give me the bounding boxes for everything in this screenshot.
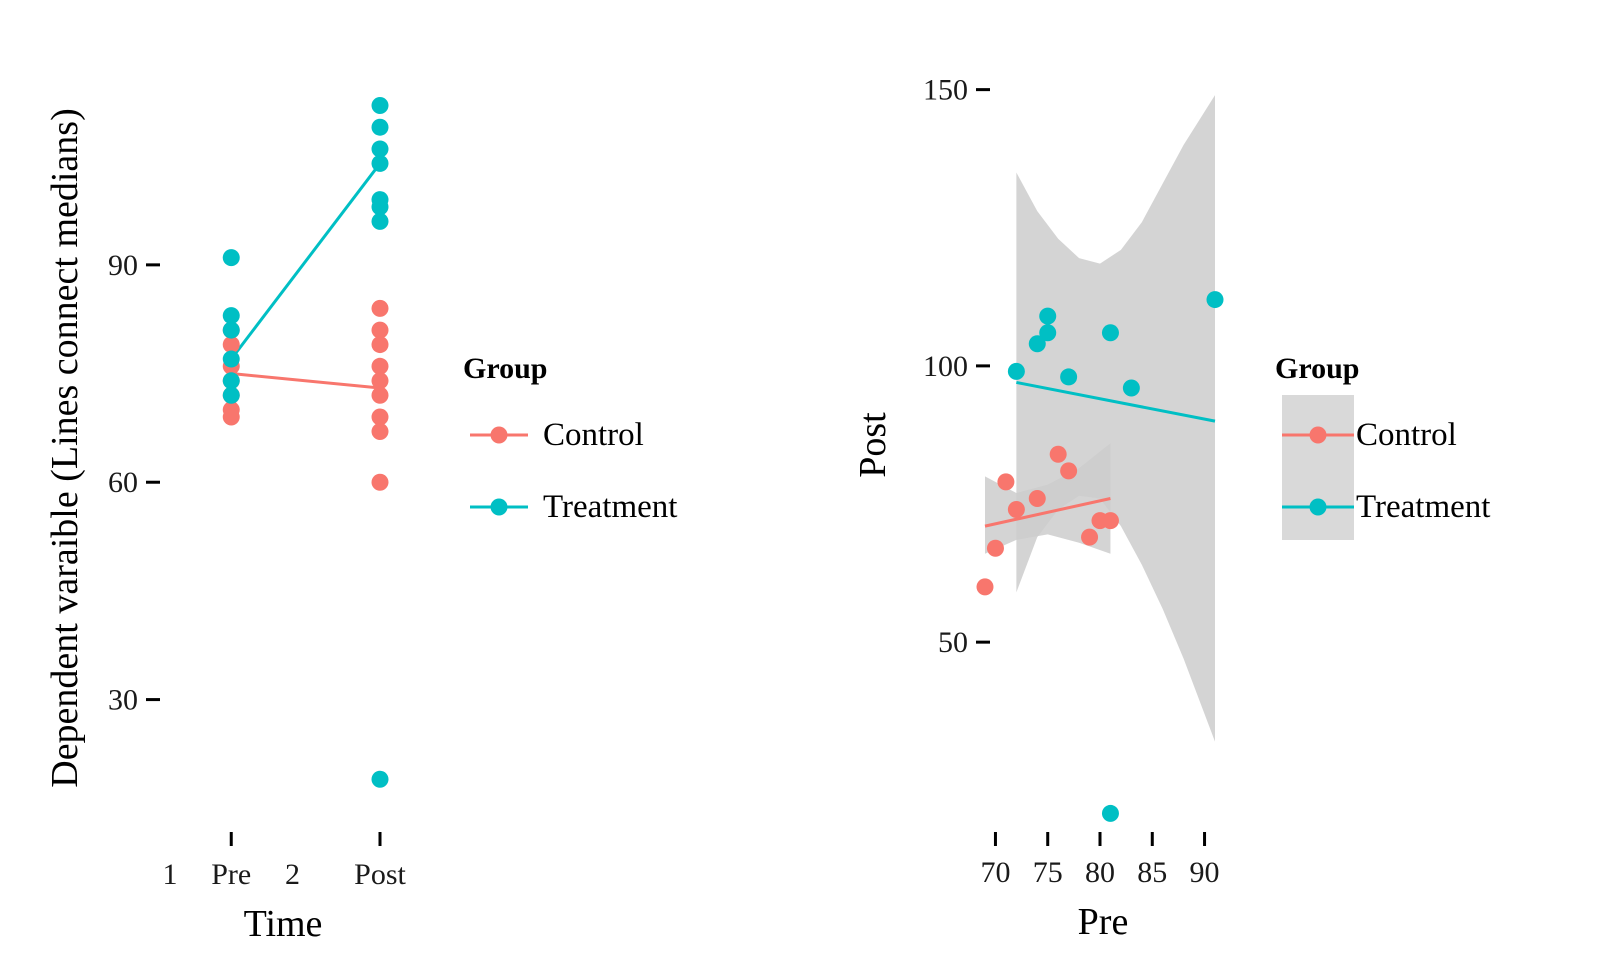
right-x-tick-label-70: 70 (980, 856, 1010, 889)
legend-key-dot-control (490, 426, 508, 444)
left-legend: Group Control Treatment (463, 352, 677, 525)
treatment-point-7 (371, 118, 389, 136)
treatment-point-2 (222, 321, 240, 339)
right-legend-key-dot-treatment (1309, 498, 1327, 516)
treatment-point-12 (371, 212, 389, 230)
left-median-lines (230, 162, 382, 390)
right-treatment-point-6 (1122, 379, 1140, 397)
control-point-7 (371, 299, 389, 317)
control-point-15 (371, 473, 389, 491)
left-legend-label-control: Control (543, 417, 644, 453)
right-y-tick-label-50: 50 (938, 626, 968, 659)
right-treatment-point-5 (1101, 324, 1119, 342)
median-line-control (231, 372, 381, 390)
right-legend: Group Control Treatment (1275, 352, 1490, 540)
control-point-1 (222, 336, 240, 354)
right-control-point-5 (1049, 445, 1067, 463)
panel-right: 50 100 150 70 75 80 85 90 Pre Post Group Contr… (852, 74, 1490, 943)
right-x-tick-label-80: 80 (1085, 856, 1115, 889)
ribbon-treatment (1016, 95, 1215, 742)
right-control-point-6 (1060, 462, 1078, 480)
treatment-point-13 (371, 770, 389, 788)
fit-line-control (984, 497, 1111, 528)
right-control-point-7 (1081, 528, 1099, 546)
left-y-axis-title: Dependent varaible (Lines connect median… (44, 108, 86, 788)
legend-key-dot-treatment (490, 498, 508, 516)
y-tick-label-90: 90 (108, 249, 138, 282)
right-control-point-3 (1007, 501, 1025, 519)
control-point-13 (371, 408, 389, 426)
x-tick-label-2: 2 (285, 858, 300, 891)
right-legend-label-treatment: Treatment (1356, 489, 1490, 525)
right-treatment-point-8 (1101, 804, 1119, 822)
fit-line-treatment (1016, 380, 1216, 423)
control-point-14 (371, 423, 389, 441)
treatment-point-5 (222, 386, 240, 404)
left-points (222, 96, 389, 788)
right-control-point-9 (1101, 512, 1119, 530)
right-legend-keys (1282, 395, 1354, 540)
left-legend-label-treatment: Treatment (543, 489, 677, 525)
right-x-tick-label-85: 85 (1137, 856, 1167, 889)
left-legend-keys (470, 426, 528, 516)
left-legend-title: Group (463, 352, 547, 385)
median-line-treatment (230, 162, 382, 360)
right-control-point-1 (986, 539, 1004, 557)
control-point-8 (371, 321, 389, 339)
right-y-axis-title: Post (852, 412, 894, 478)
left-x-axis-title: Time (244, 903, 323, 945)
control-point-10 (371, 357, 389, 375)
right-treatment-point-2 (1039, 307, 1057, 325)
right-x-tick-label-75: 75 (1033, 856, 1063, 889)
panel-left: 30 60 90 1 Pre 2 Post Time Dependent varaible… (44, 96, 677, 945)
right-treatment-point-1 (1028, 335, 1046, 353)
right-points (976, 291, 1224, 822)
right-control-point-4 (1028, 489, 1046, 507)
right-x-tick-label-90: 90 (1190, 856, 1220, 889)
right-treatment-point-0 (1007, 362, 1025, 380)
right-ribbons (985, 95, 1215, 742)
x-tick-label-1: Pre (211, 858, 251, 891)
control-point-12 (371, 386, 389, 404)
treatment-point-6 (371, 96, 389, 114)
treatment-point-3 (222, 350, 240, 368)
treatment-point-4 (222, 372, 240, 390)
treatment-point-1 (222, 307, 240, 325)
x-tick-label-3: Post (354, 858, 406, 891)
right-y-tick-label-150: 150 (923, 74, 968, 107)
y-tick-label-30: 30 (108, 684, 138, 717)
right-legend-title: Group (1275, 352, 1359, 385)
left-y-axis: 30 60 90 (108, 249, 160, 717)
control-point-9 (371, 336, 389, 354)
treatment-point-11 (371, 198, 389, 216)
legend-key-background (1282, 395, 1354, 540)
right-y-axis: 50 100 150 (923, 74, 990, 659)
right-control-point-0 (976, 578, 994, 596)
right-control-point-2 (997, 473, 1015, 491)
y-tick-label-60: 60 (108, 466, 138, 499)
control-point-11 (371, 372, 389, 390)
right-treatment-point-4 (1060, 368, 1078, 386)
left-x-axis: 1 Pre 2 Post (163, 832, 407, 891)
right-x-axis: 70 75 80 85 90 (980, 832, 1220, 889)
right-treatment-point-3 (1039, 324, 1057, 342)
control-point-6 (222, 408, 240, 426)
right-legend-label-control: Control (1356, 417, 1457, 453)
treatment-point-9 (371, 154, 389, 172)
right-y-tick-label-100: 100 (923, 350, 968, 383)
x-tick-label-0: 1 (163, 858, 178, 891)
right-legend-key-dot-control (1309, 426, 1327, 444)
treatment-point-8 (371, 140, 389, 158)
right-fit-lines (984, 380, 1216, 528)
right-treatment-point-7 (1206, 291, 1224, 309)
treatment-point-0 (222, 249, 240, 267)
right-x-axis-title: Pre (1078, 901, 1129, 943)
